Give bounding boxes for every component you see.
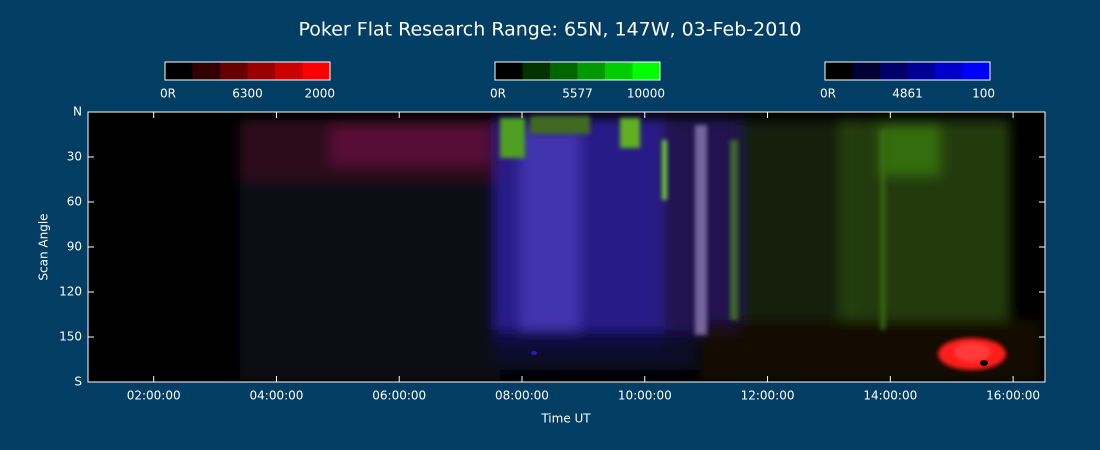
colorbar-step xyxy=(550,62,578,80)
y-tick-label: 90 xyxy=(67,240,82,254)
colorbar-step xyxy=(302,62,331,80)
x-axis-label: Time UT xyxy=(540,412,591,426)
colorbar-min-label: 0R xyxy=(490,87,506,101)
y-axis-label: Scan Angle xyxy=(37,213,51,280)
colorbar-step xyxy=(880,62,908,80)
y-tick-label: 150 xyxy=(59,330,82,344)
colorbar-name: 6300 xyxy=(232,87,263,101)
colorbar-step xyxy=(962,62,991,80)
x-tick-label: 08:00:00 xyxy=(495,389,549,403)
colorbar-step xyxy=(495,62,523,80)
colorbar-frame xyxy=(164,61,331,81)
colorbar-max-label: 2000 xyxy=(304,87,335,101)
colorbar-step xyxy=(907,62,936,80)
colorbar-step xyxy=(165,62,193,80)
colorbar-step xyxy=(852,62,881,80)
y-tick-label: 30 xyxy=(67,150,82,164)
colorbar-step xyxy=(275,62,303,80)
colorbar-step xyxy=(632,62,661,80)
colorbar-frame xyxy=(494,61,661,81)
colorbar-step xyxy=(577,62,606,80)
colorbar-min-label: 0R xyxy=(820,87,836,101)
x-tick-label: 04:00:00 xyxy=(250,389,304,403)
x-tick-label: 02:00:00 xyxy=(127,389,181,403)
x-tick-label: 10:00:00 xyxy=(618,389,672,403)
colorbar-step xyxy=(825,62,853,80)
chart-title: Poker Flat Research Range: 65N, 147W, 03… xyxy=(299,19,802,41)
x-tick-label: 16:00:00 xyxy=(986,389,1040,403)
colorbar-max-label: 100 xyxy=(972,87,995,101)
colorbar-step xyxy=(522,62,551,80)
colorbar-step xyxy=(605,62,633,80)
colorbar-frame xyxy=(824,61,991,81)
keogram-image xyxy=(88,112,1045,382)
y-tick-label: S xyxy=(74,375,82,389)
colorbar-step xyxy=(220,62,248,80)
x-tick-label: 12:00:00 xyxy=(741,389,795,403)
x-tick-label: 14:00:00 xyxy=(863,389,917,403)
colorbar-min-label: 0R xyxy=(160,87,176,101)
colorbar-step xyxy=(247,62,276,80)
colorbar-max-label: 10000 xyxy=(627,87,665,101)
y-tick-label: N xyxy=(73,105,82,119)
colorbar-name: 4861 xyxy=(892,87,923,101)
colorbar-step xyxy=(192,62,221,80)
y-tick-label: 120 xyxy=(59,285,82,299)
colorbar-step xyxy=(935,62,963,80)
x-tick-label: 06:00:00 xyxy=(372,389,426,403)
colorbar-name: 5577 xyxy=(562,87,593,101)
y-tick-label: 60 xyxy=(67,195,82,209)
